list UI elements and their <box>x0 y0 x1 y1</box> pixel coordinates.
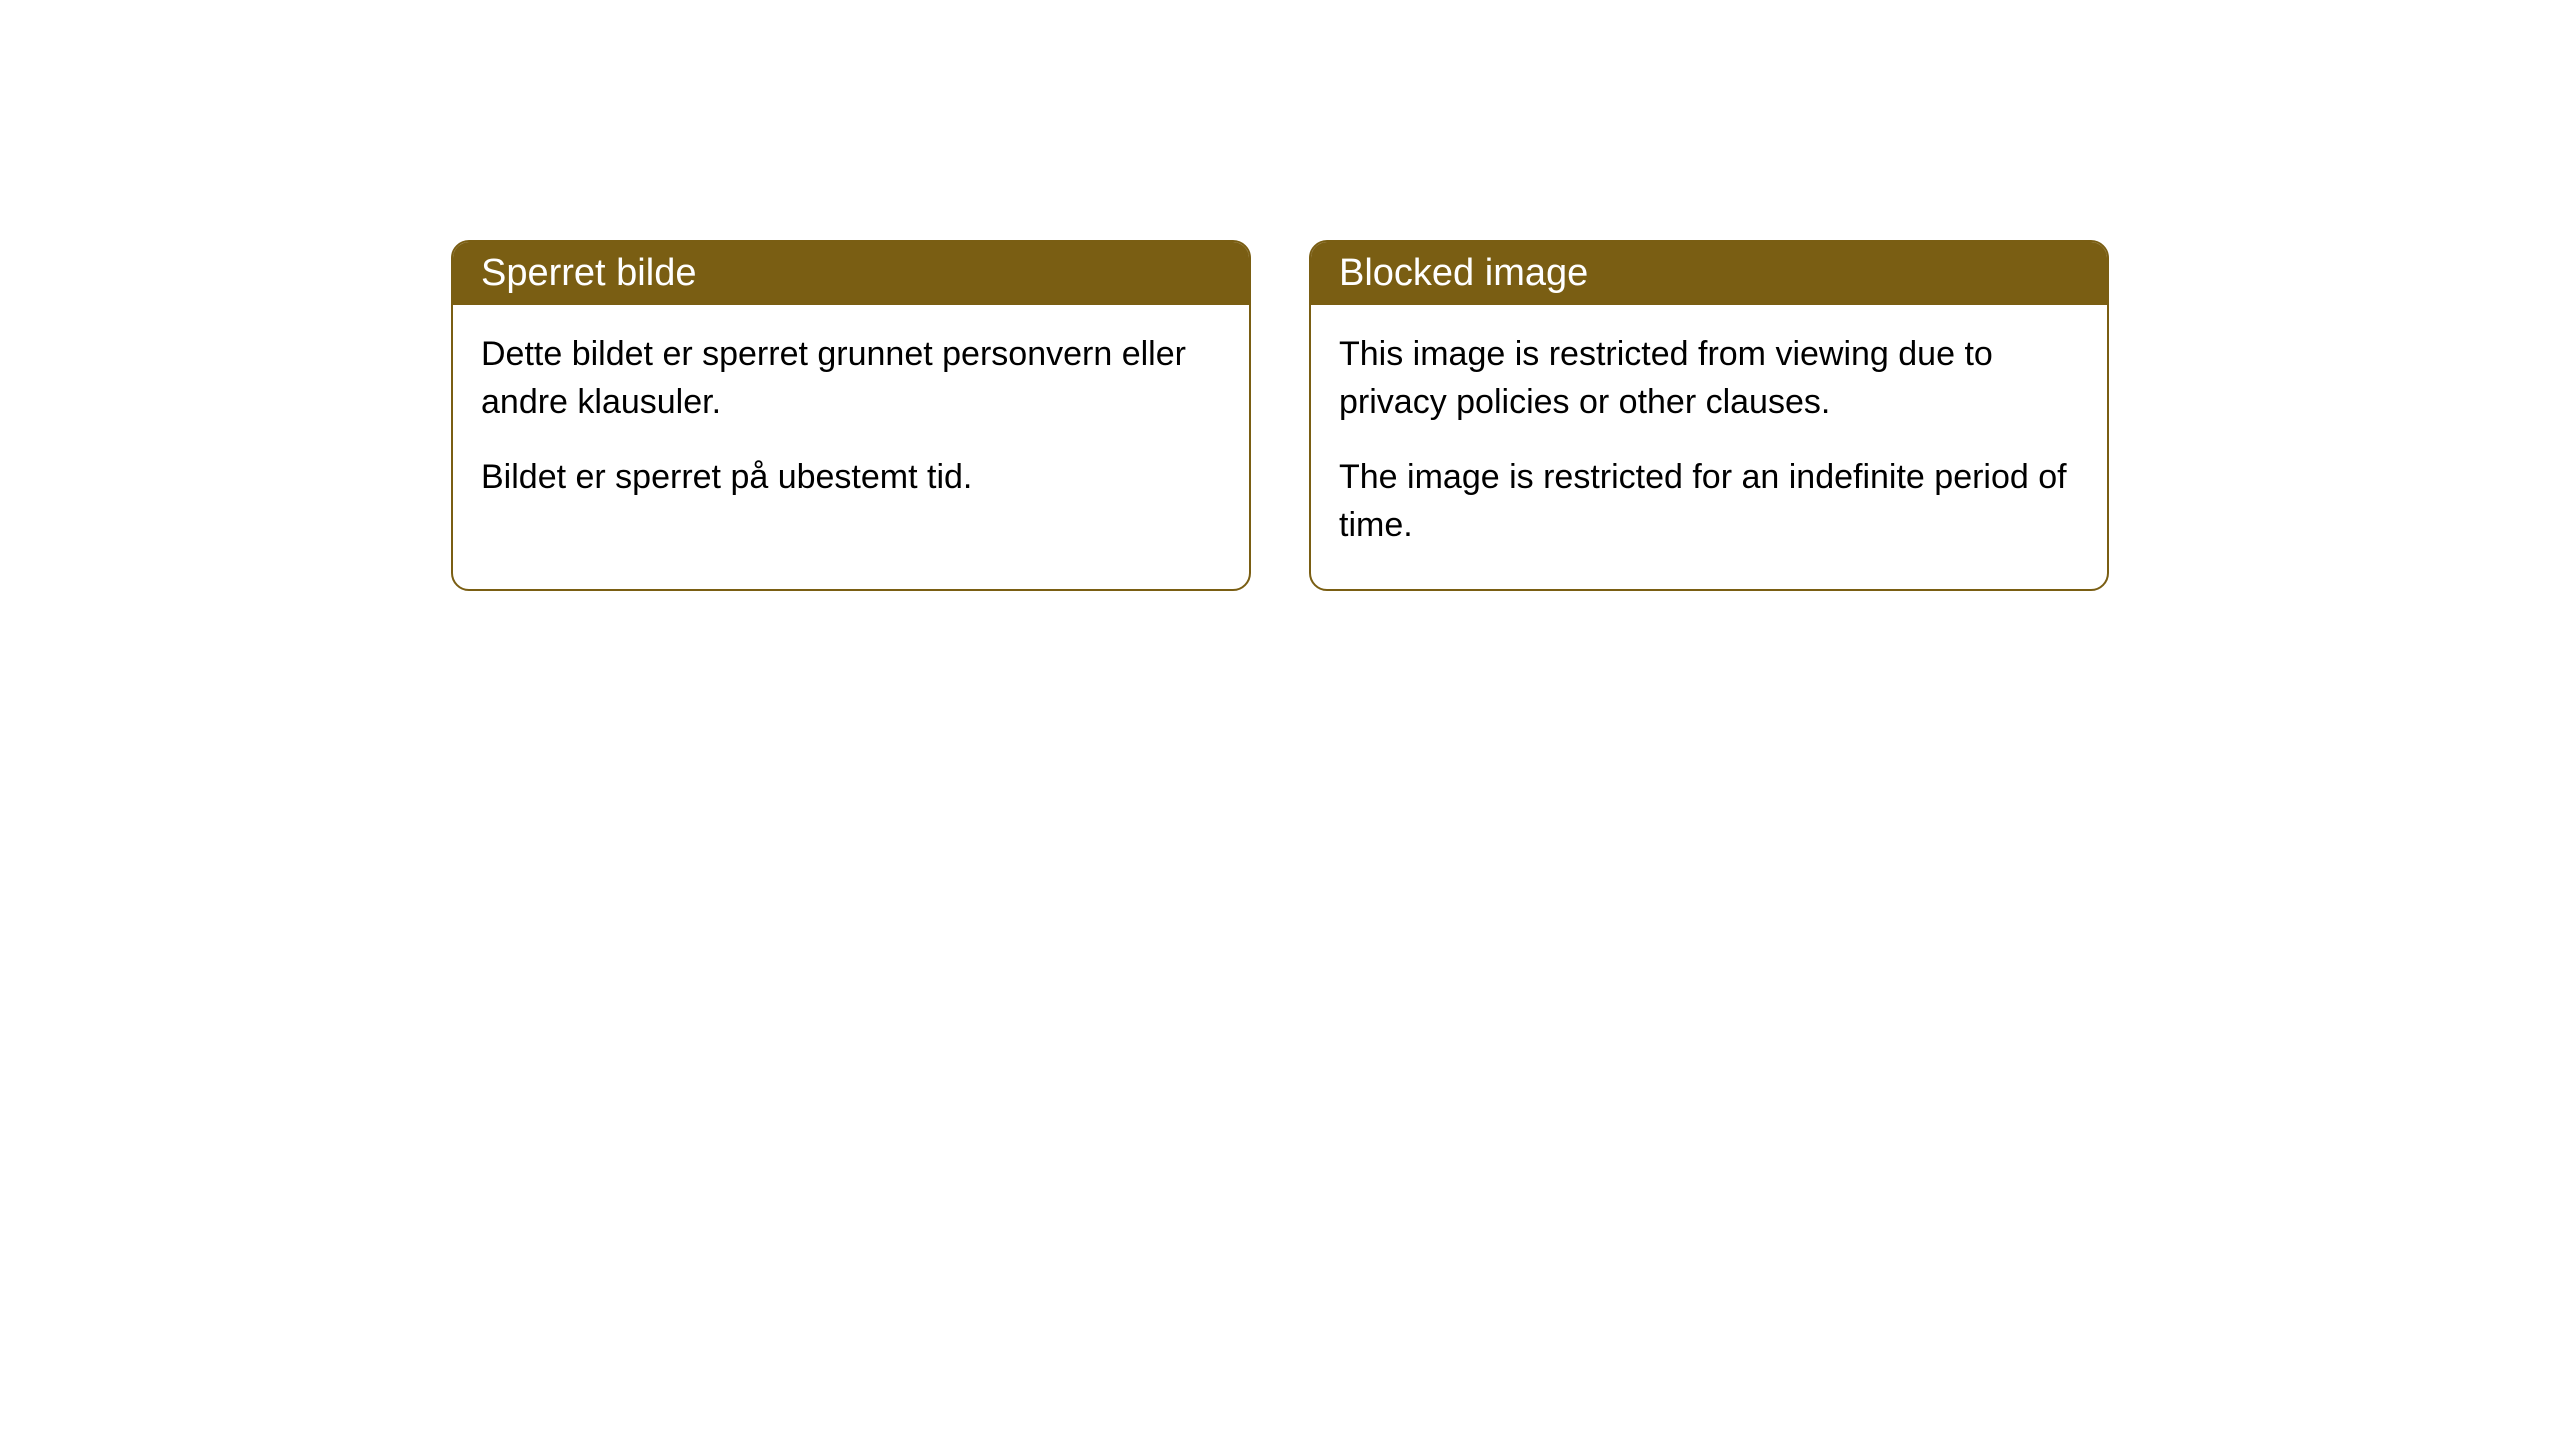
card-paragraph-1-english: This image is restricted from viewing du… <box>1339 331 2079 426</box>
card-body-english: This image is restricted from viewing du… <box>1311 305 2107 589</box>
card-title-english: Blocked image <box>1339 252 1588 294</box>
blocked-image-card-english: Blocked image This image is restricted f… <box>1309 240 2109 591</box>
card-paragraph-2-english: The image is restricted for an indefinit… <box>1339 454 2079 549</box>
card-title-norwegian: Sperret bilde <box>481 252 696 294</box>
blocked-image-card-norwegian: Sperret bilde Dette bildet er sperret gr… <box>451 240 1251 591</box>
notice-cards-container: Sperret bilde Dette bildet er sperret gr… <box>0 240 2560 591</box>
card-header-english: Blocked image <box>1311 242 2107 305</box>
card-paragraph-1-norwegian: Dette bildet er sperret grunnet personve… <box>481 331 1221 426</box>
card-body-norwegian: Dette bildet er sperret grunnet personve… <box>453 305 1249 542</box>
card-header-norwegian: Sperret bilde <box>453 242 1249 305</box>
card-paragraph-2-norwegian: Bildet er sperret på ubestemt tid. <box>481 454 1221 502</box>
